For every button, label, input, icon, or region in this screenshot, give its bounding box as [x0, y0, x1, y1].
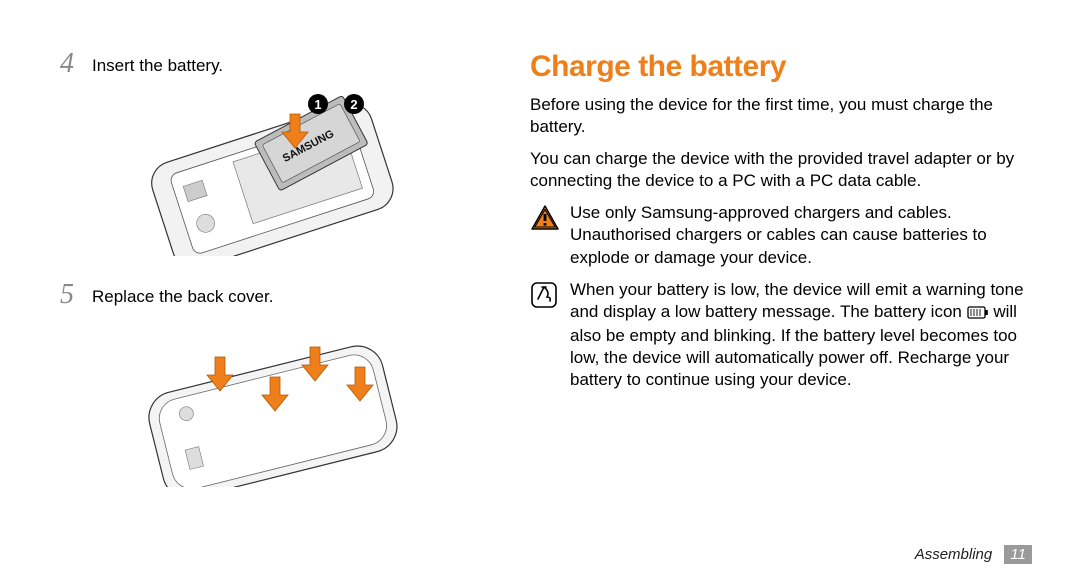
- illustration-replace-cover: [100, 317, 490, 492]
- callout-1: 1: [314, 97, 321, 112]
- warning-text: Use only Samsung-approved chargers and c…: [570, 202, 1032, 268]
- footer-section: Assembling: [915, 546, 993, 563]
- left-column: 4 Insert the battery.: [60, 50, 520, 556]
- step-number: 5: [60, 281, 86, 309]
- page-footer: Assembling 11: [915, 545, 1032, 564]
- section-heading: Charge the battery: [530, 50, 1032, 84]
- footer-page-number: 11: [1004, 545, 1032, 564]
- illustration-insert-battery: SAMSUNG 1 2: [100, 86, 490, 261]
- page: 4 Insert the battery.: [0, 0, 1080, 586]
- paragraph: Before using the device for the first ti…: [530, 94, 1032, 138]
- info-note: When your battery is low, the device wil…: [530, 279, 1032, 391]
- step-4: 4 Insert the battery.: [60, 50, 490, 78]
- step-text: Replace the back cover.: [92, 281, 273, 307]
- step-number: 4: [60, 50, 86, 78]
- right-column: Charge the battery Before using the devi…: [520, 50, 1032, 556]
- paragraph: You can charge the device with the provi…: [530, 148, 1032, 192]
- step-5: 5 Replace the back cover.: [60, 281, 490, 309]
- info-text-part-a: When your battery is low, the device wil…: [570, 280, 1024, 321]
- step-text: Insert the battery.: [92, 50, 223, 76]
- info-text: When your battery is low, the device wil…: [570, 279, 1032, 391]
- warning-icon: [530, 202, 570, 237]
- warning-note: Use only Samsung-approved chargers and c…: [530, 202, 1032, 268]
- battery-empty-icon: [967, 303, 989, 325]
- info-icon: [530, 279, 570, 314]
- callout-2: 2: [350, 97, 357, 112]
